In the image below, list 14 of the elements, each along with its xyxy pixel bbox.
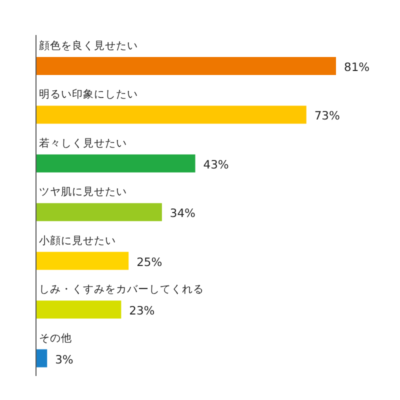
data-label: 34% xyxy=(170,206,196,220)
data-label: 73% xyxy=(314,108,340,123)
data-label: 23% xyxy=(129,304,155,318)
y-tick-label: その他 xyxy=(39,332,72,344)
y-tick-label: 明るい印象にしたい xyxy=(39,88,138,101)
y-tick-label: 顔色を良く見せたい xyxy=(39,39,138,52)
y-tick-label: ツヤ肌に見せたい xyxy=(39,186,127,198)
data-label: 3% xyxy=(55,352,74,366)
data-label: 81% xyxy=(344,60,370,74)
y-tick-label: 小顔に見せたい xyxy=(39,234,116,247)
data-label: 43% xyxy=(203,157,229,172)
y-tick-label: しみ・くすみをカバーしてくれる xyxy=(39,284,204,296)
y-tick-label: 若々しく見せたい xyxy=(39,136,127,150)
data-label: 25% xyxy=(136,254,162,269)
